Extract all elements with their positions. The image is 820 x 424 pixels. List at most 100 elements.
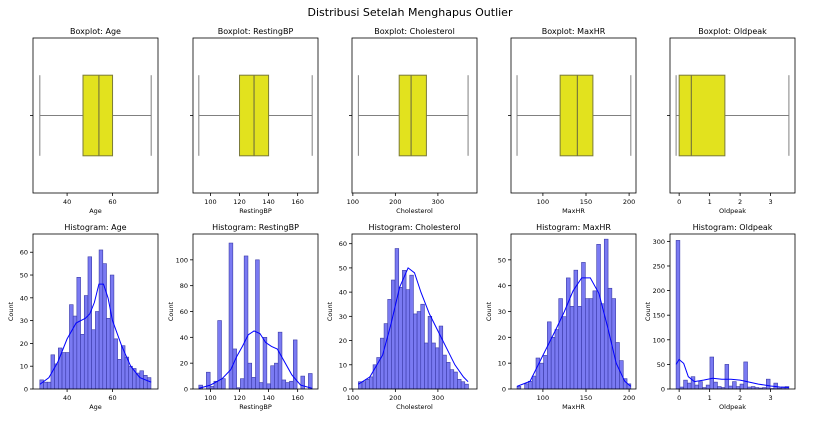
histogram-bar [449,369,455,390]
y-tick-label: 30 [498,308,506,316]
histogram-bar [690,376,696,390]
x-tick-label: 120 [233,198,245,206]
x-tick-label: 100 [204,394,216,402]
x-tick-label: 40 [63,394,71,402]
histogram-bar [453,371,458,390]
histogram-bar [102,263,107,390]
histogram-bar [611,298,616,390]
x-tick-label: 3 [769,198,773,206]
histogram-bar [554,329,560,390]
y-tick-label: 50 [657,361,665,369]
histogram-bar [266,383,271,390]
histogram-bar [539,362,544,390]
y-tick-label: 0 [661,386,665,394]
y-tick-label: 0 [184,386,188,394]
y-tick-label: 20 [498,334,506,342]
histogram-bar [61,352,67,390]
histogram-bar [117,359,122,390]
x-tick-label: 60 [108,198,116,206]
y-tick-label: 20 [20,340,28,348]
kde-line [39,283,152,385]
histogram-bar [592,290,597,390]
histogram-bar [98,249,104,390]
histogram-bar [446,362,451,390]
histogram-bar [457,379,462,390]
histogram-bar [596,244,601,390]
x-tick-label: 150 [580,394,592,402]
subplot-title: Boxplot: Age [70,27,121,36]
axes-frame [669,233,796,390]
histogram-bar [281,379,287,390]
histogram-bar [728,385,733,390]
y-axis-label: Count [326,301,334,321]
axes-frame [192,233,319,390]
kde-line [198,330,313,389]
histogram-bar [562,316,567,390]
histogram-bar [547,321,552,390]
y-tick-label: 0 [24,386,28,394]
histogram-bar [675,240,681,390]
histogram-bar [69,304,74,390]
histogram-bar [46,381,52,390]
x-tick-label: 160 [291,198,303,206]
y-axis-label: Count [644,301,652,321]
histogram-bar [398,286,403,390]
x-tick-label: 60 [108,394,116,402]
subplot-title: Boxplot: RestingBP [218,27,294,36]
histogram-bar [270,365,275,390]
histogram-bar [87,256,92,390]
x-tick-label: 0 [677,198,681,206]
histogram-bar [766,378,771,390]
histogram-bar [577,306,582,390]
histogram-bar [739,383,745,390]
y-axis-label: Count [7,301,15,321]
x-axis-label: Age [89,403,102,411]
y-tick-label: 50 [339,264,347,272]
kde-line [675,358,789,388]
y-tick-label: 60 [180,308,188,316]
histogram-bar [600,303,605,390]
histogram-bar [54,363,59,390]
x-tick-label: 100 [537,198,549,206]
subplot-5 [667,37,796,196]
x-tick-label: 100 [204,198,216,206]
histogram-bar [124,356,130,390]
subplot-10 [667,233,796,392]
histogram-bar [694,384,699,390]
y-tick-label: 30 [20,317,28,325]
y-tick-label: 40 [339,289,347,297]
y-tick-label: 40 [498,282,506,290]
histogram-bar [143,375,148,390]
subplot-7 [190,233,319,392]
subplot-4 [508,37,637,196]
x-tick-label: 3 [769,394,773,402]
y-tick-label: 50 [20,272,28,280]
histogram-bar [558,298,563,390]
axes-frame [351,233,478,390]
histogram-bar [550,337,556,390]
y-tick-label: 0 [502,386,506,394]
y-axis-label: Count [167,301,175,321]
subplot-2 [190,37,319,196]
y-tick-label: 0 [343,386,347,394]
box-iqr [398,74,427,157]
histogram-bar [361,381,367,390]
y-tick-label: 60 [20,249,28,257]
x-tick-label: 140 [262,198,274,206]
histogram-bar [232,348,237,390]
subplot-8 [349,233,478,392]
x-tick-label: 200 [623,394,635,402]
axes-frame [510,37,637,194]
histogram-bar [687,382,692,390]
y-tick-label: 40 [180,334,188,342]
x-axis-label: RestingBP [239,403,272,411]
histogram-bar [300,375,305,390]
y-tick-label: 100 [653,336,665,344]
subplot-title: Histogram: Cholesterol [369,223,461,232]
histogram-bar [221,378,226,390]
histogram-bar [431,342,436,390]
subplot-title: Histogram: RestingBP [212,223,299,232]
histogram-bar [524,383,529,390]
histogram-bar [394,248,400,390]
